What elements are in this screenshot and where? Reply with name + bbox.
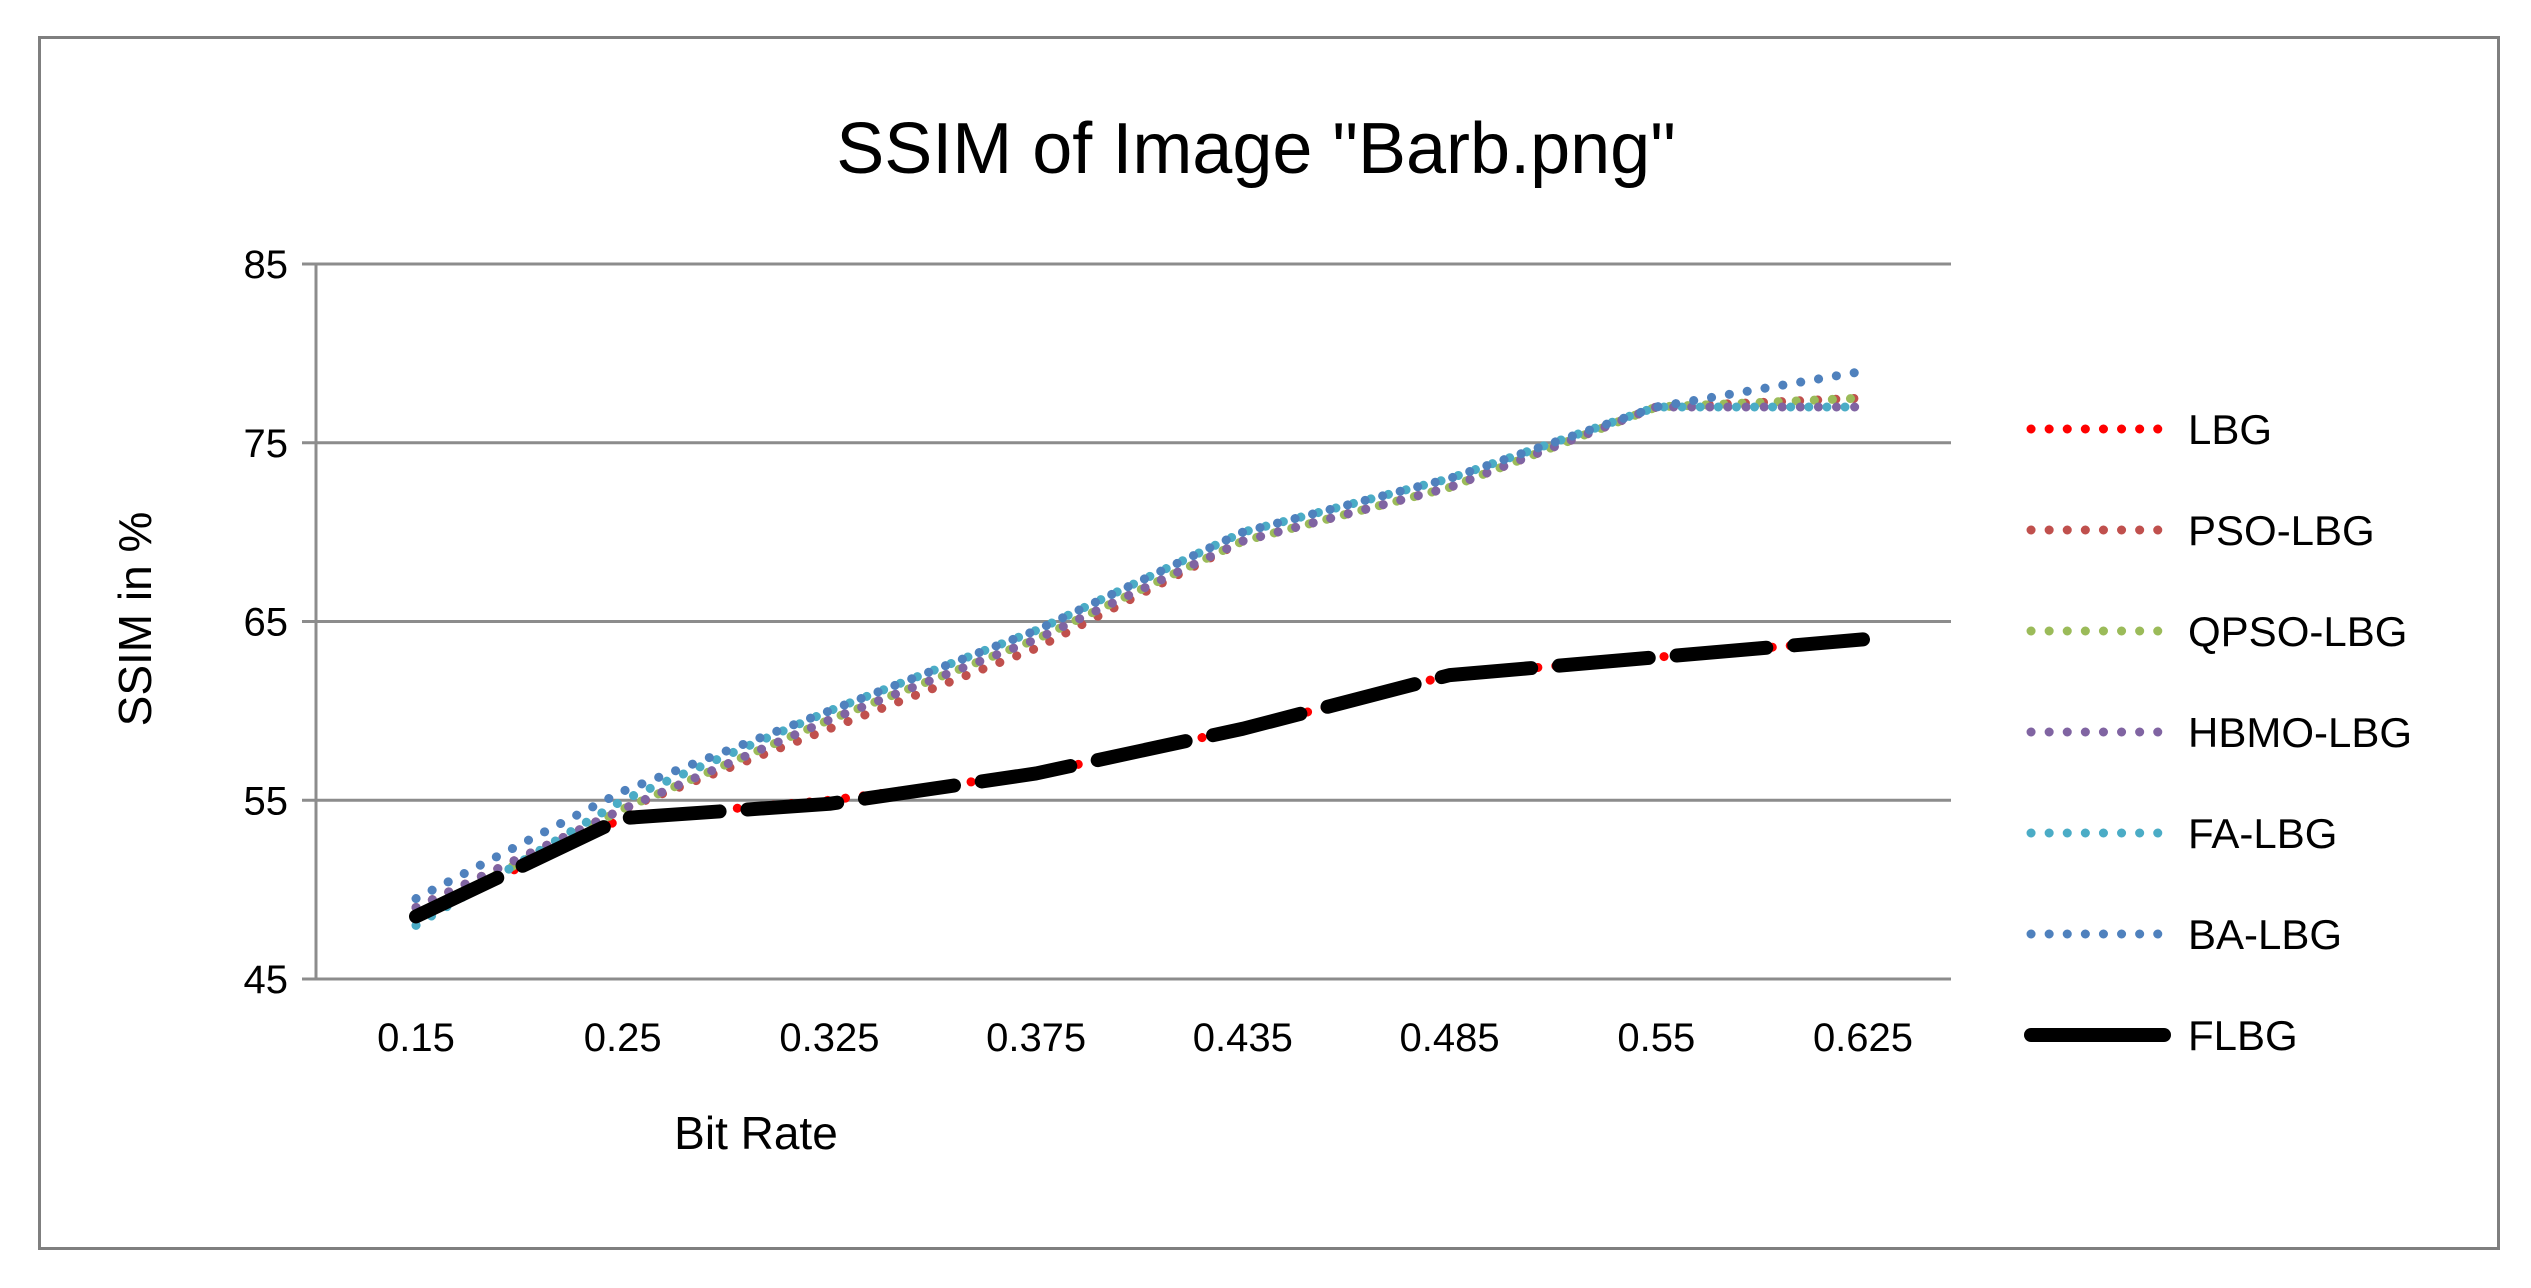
x-tick-label: 0.55 bbox=[1617, 1016, 1695, 1060]
legend-label-flbg: FLBG bbox=[2188, 1012, 2298, 1059]
x-tick-label: 0.485 bbox=[1400, 1016, 1500, 1060]
series-line-lbg bbox=[411, 634, 1868, 921]
legend-label-lbg: LBG bbox=[2188, 406, 2272, 453]
y-tick-label: 75 bbox=[244, 422, 289, 466]
series-line-flbg bbox=[409, 632, 1870, 924]
y-tick-label: 55 bbox=[244, 779, 289, 823]
series-line-fa-lbg bbox=[411, 402, 1868, 930]
legend-label-qpso-lbg: QPSO-LBG bbox=[2188, 608, 2407, 655]
legend-label-hbmo-lbg: HBMO-LBG bbox=[2188, 709, 2412, 756]
chart-title: SSIM of Image "Barb.png" bbox=[836, 109, 1676, 189]
legend: LBG PSO-LBG QPSO-LBG HBMO-LBG FA-LBG BA-LBG FL… bbox=[2024, 406, 2412, 1059]
series-lines bbox=[409, 366, 1870, 930]
y-tick-label: 45 bbox=[244, 958, 289, 1002]
x-tick-label: 0.625 bbox=[1813, 1016, 1913, 1060]
y-tick-label: 85 bbox=[244, 243, 289, 287]
x-tick-label: 0.325 bbox=[779, 1016, 879, 1060]
y-tick-label: 65 bbox=[244, 601, 289, 645]
x-tick-label: 0.25 bbox=[584, 1016, 662, 1060]
y-axis-label: SSIM in % bbox=[109, 512, 161, 727]
y-tick-labels: 45 55 65 75 85 bbox=[244, 243, 289, 1002]
series-line-ba-lbg bbox=[411, 366, 1868, 904]
line-chart: SSIM of Image "Barb.png" 45 55 65 75 85 0.15… bbox=[109, 109, 2412, 1159]
x-tick-label: 0.15 bbox=[377, 1016, 455, 1060]
x-tick-label: 0.375 bbox=[986, 1016, 1086, 1060]
legend-label-pso-lbg: PSO-LBG bbox=[2188, 507, 2375, 554]
chart-frame: SSIM of Image "Barb.png" 45 55 65 75 85 0.15… bbox=[38, 36, 2500, 1250]
x-axis-label: Bit Rate bbox=[674, 1107, 838, 1159]
grid-lines bbox=[302, 262, 1951, 981]
x-tick-label: 0.435 bbox=[1193, 1016, 1293, 1060]
legend-label-fa-lbg: FA-LBG bbox=[2188, 810, 2337, 857]
x-tick-labels: 0.15 0.25 0.325 0.375 0.435 0.485 0.55 0.625 bbox=[377, 1016, 1913, 1060]
legend-label-ba-lbg: BA-LBG bbox=[2188, 911, 2342, 958]
